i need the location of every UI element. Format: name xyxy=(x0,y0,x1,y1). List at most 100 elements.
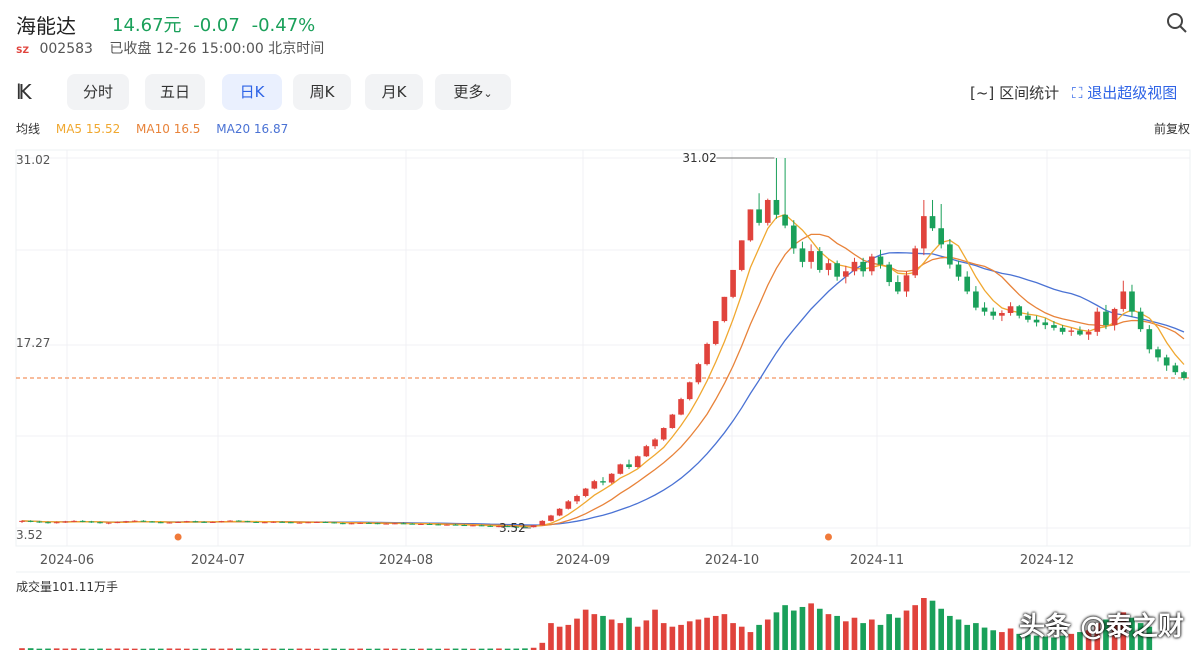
volume-bar xyxy=(790,610,797,650)
market-status: 已收盘 12-26 15:00:00 北京时间 xyxy=(109,41,325,57)
candle-body xyxy=(860,261,866,272)
volume-bar xyxy=(452,648,459,650)
volume-bar xyxy=(608,619,615,650)
ma10-line xyxy=(21,233,1185,527)
volume-bar xyxy=(990,630,997,650)
candle-body xyxy=(131,520,138,522)
volume-bar xyxy=(704,617,710,650)
candle-body xyxy=(1077,330,1083,335)
volume-bar xyxy=(825,614,832,650)
candle-body xyxy=(877,256,884,265)
candle-body xyxy=(452,524,459,526)
candle-body xyxy=(314,521,320,523)
candle-body xyxy=(539,520,546,526)
candle-body xyxy=(261,522,268,524)
volume-bar xyxy=(747,632,754,650)
volume-bar xyxy=(565,624,572,650)
volume-bar xyxy=(418,648,424,650)
candle-body xyxy=(288,522,294,524)
volume-bar xyxy=(383,648,390,650)
volume-bar xyxy=(695,619,702,650)
y-tick-label: 17.27 xyxy=(16,336,50,350)
exit-chart-button[interactable]: ⛶ 退出超级视图 xyxy=(1072,82,1177,103)
candle-body xyxy=(747,209,754,241)
candle-body xyxy=(348,523,355,525)
tab-intraday[interactable]: 分时 xyxy=(67,74,129,110)
candle-body xyxy=(738,240,745,270)
volume-bar xyxy=(314,648,320,650)
volume-bar xyxy=(955,619,962,650)
volume-bar xyxy=(669,626,676,650)
candle-body xyxy=(192,521,199,523)
candle-body xyxy=(721,296,728,322)
candle-body xyxy=(305,522,311,524)
volume-bar xyxy=(201,648,207,650)
volume-bar xyxy=(253,648,259,650)
volume-bar xyxy=(366,648,372,650)
candle-body xyxy=(383,523,390,525)
adjust-mode[interactable]: 前复权 xyxy=(1153,122,1190,136)
range-stats-label: 区间统计 xyxy=(999,84,1060,102)
stock-subline: SZ 002583 已收盘 12-26 15:00:00 北京时间 xyxy=(16,38,324,58)
volume-bar xyxy=(981,627,988,650)
volume-bar xyxy=(487,648,494,650)
volume-bar xyxy=(209,648,216,650)
volume-bar xyxy=(175,648,181,650)
candle-body xyxy=(97,522,103,524)
volume-bar xyxy=(19,648,25,650)
ma5-label: MA5 15.52 xyxy=(55,122,121,136)
stock-change-pct: -0.47% xyxy=(251,15,316,36)
volume-bar xyxy=(678,624,684,650)
candle-body xyxy=(1181,372,1187,378)
candle-body xyxy=(981,307,988,312)
candle-body xyxy=(678,399,684,415)
candle-body xyxy=(626,464,632,468)
range-stats-button[interactable]: [~] 区间统计 xyxy=(970,82,1059,103)
volume-bar xyxy=(131,648,138,650)
candle-body xyxy=(1155,349,1161,358)
low-label: 3.52 xyxy=(499,521,526,535)
volume-bar xyxy=(860,623,866,650)
kline-icon[interactable]: lK xyxy=(16,80,32,104)
candle-body xyxy=(921,216,927,249)
tab-monthly-k[interactable]: 月K xyxy=(365,74,423,110)
ma20-line xyxy=(21,252,1185,526)
volume-bar xyxy=(157,648,164,650)
volume-bar xyxy=(556,626,563,650)
candle-body xyxy=(487,525,494,527)
volume-bar xyxy=(869,619,875,650)
volume-bar xyxy=(808,603,814,650)
candle-body xyxy=(374,523,381,525)
candle-body xyxy=(105,522,112,524)
volume-bar xyxy=(947,615,953,650)
candle-body xyxy=(1120,291,1127,309)
search-icon[interactable] xyxy=(1166,12,1188,34)
candle-body xyxy=(730,269,736,297)
volume-bar xyxy=(513,648,520,650)
tab-daily-k[interactable]: 日K xyxy=(222,74,282,110)
volume-bar xyxy=(773,612,780,650)
x-tick-label: 2024-11 xyxy=(850,553,904,568)
candle-body xyxy=(140,520,147,522)
candle-body xyxy=(660,428,667,440)
volume-bar xyxy=(660,623,667,650)
candle-body xyxy=(756,209,762,223)
tab-weekly-k[interactable]: 周K xyxy=(293,74,351,110)
tab-five-day[interactable]: 五日 xyxy=(145,74,205,110)
candle-body xyxy=(617,464,624,474)
tab-more[interactable]: 更多⌄ xyxy=(435,74,511,110)
candle-body xyxy=(825,263,832,270)
candle-body xyxy=(1094,311,1101,332)
candle-body xyxy=(704,343,710,365)
volume-bar xyxy=(652,609,658,650)
candle-body xyxy=(842,271,849,277)
candle-body xyxy=(964,276,971,292)
volume-bar xyxy=(548,623,554,650)
volume-bar xyxy=(62,648,69,650)
candle-body xyxy=(71,520,77,522)
candle-body xyxy=(331,522,337,524)
volume-bar xyxy=(409,648,416,650)
candle-body xyxy=(608,473,615,483)
candle-body xyxy=(461,525,468,527)
candle-body xyxy=(1129,291,1135,312)
